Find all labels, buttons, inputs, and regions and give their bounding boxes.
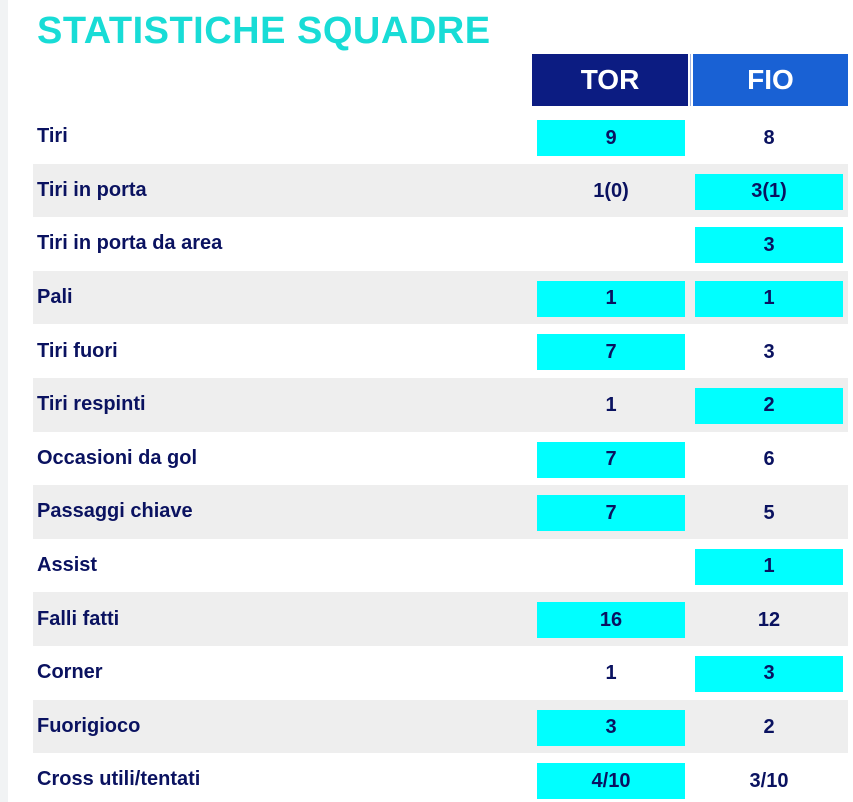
stat-value-away: 3(1)	[695, 173, 843, 210]
stat-row: Falli fatti 16 12	[33, 592, 848, 646]
stat-value-away: 1	[695, 548, 843, 585]
stat-value-home: 7	[537, 441, 685, 478]
stat-value-away: 12	[757, 608, 781, 631]
stat-row: Fuorigioco 3 2	[33, 699, 848, 754]
page-title: STATISTICHE SQUADRE	[37, 10, 491, 52]
stat-value-home: 1(0)	[593, 180, 629, 203]
stat-label: Pali	[37, 286, 73, 309]
stat-value-away: 3	[695, 655, 843, 692]
stat-label: Tiri in porta da area	[37, 232, 223, 255]
stat-value-away: 6	[763, 448, 775, 471]
stat-label: Tiri	[37, 125, 68, 148]
stat-value-away: 2	[695, 387, 843, 424]
stat-value-home	[537, 227, 685, 263]
stat-value-home: 1	[605, 662, 617, 685]
stat-value-away: 5	[763, 501, 775, 524]
stat-label: Passaggi chiave	[37, 500, 193, 523]
stat-label: Tiri fuori	[37, 339, 118, 362]
stat-row: Occasioni da gol 7 6	[33, 432, 848, 486]
stat-row: Tiri in porta 1(0) 3(1)	[33, 163, 848, 218]
stat-row: Passaggi chiave 7 5	[33, 485, 848, 539]
stat-row: Tiri respinti 1 2	[33, 377, 848, 432]
stat-value-away: 8	[763, 126, 775, 149]
stat-row: Tiri 9 8	[33, 110, 848, 164]
stat-value-home	[537, 549, 685, 585]
stat-label: Assist	[37, 554, 98, 577]
stat-row: Tiri fuori 7 3	[33, 324, 848, 378]
stat-label: Falli fatti	[37, 607, 120, 630]
team-header-home: TOR	[532, 54, 688, 106]
stat-value-home: 7	[537, 334, 685, 371]
stat-label: Corner	[37, 661, 103, 684]
left-edge-strip	[0, 0, 8, 802]
stat-value-home: 16	[537, 602, 685, 639]
stat-value-home: 3	[537, 709, 685, 746]
stat-row: Cross utili/tentati 4/10 3/10	[33, 753, 848, 802]
stat-row: Tiri in porta da area 3	[33, 217, 848, 271]
stat-label: Cross utili/tentati	[37, 768, 201, 791]
stats-table: Tiri 9 8 Tiri in porta 1(0) 3(1) Tiri in porta…	[33, 110, 848, 802]
stat-value-home: 1	[537, 280, 685, 317]
stat-row: Assist 1	[33, 539, 848, 593]
stat-value-away: 3/10	[749, 769, 789, 792]
stat-label: Tiri in porta	[37, 178, 147, 201]
stat-value-away: 3	[763, 340, 775, 363]
stat-label: Tiri respinti	[37, 393, 146, 416]
team-header-away: FIO	[693, 54, 848, 106]
stat-value-away: 2	[763, 716, 775, 739]
stat-value-home: 9	[537, 120, 685, 156]
header-divider-line	[690, 54, 691, 106]
stat-value-home: 4/10	[537, 763, 685, 800]
stat-row: Corner 1 3	[33, 646, 848, 700]
stat-value-home: 1	[605, 394, 617, 417]
stat-value-home: 7	[537, 495, 685, 532]
stat-row: Pali 1 1	[33, 270, 848, 325]
stat-value-away: 3	[695, 227, 843, 264]
stat-label: Fuorigioco	[37, 714, 141, 737]
stat-label: Occasioni da gol	[37, 446, 198, 469]
stat-value-away: 1	[695, 280, 843, 317]
